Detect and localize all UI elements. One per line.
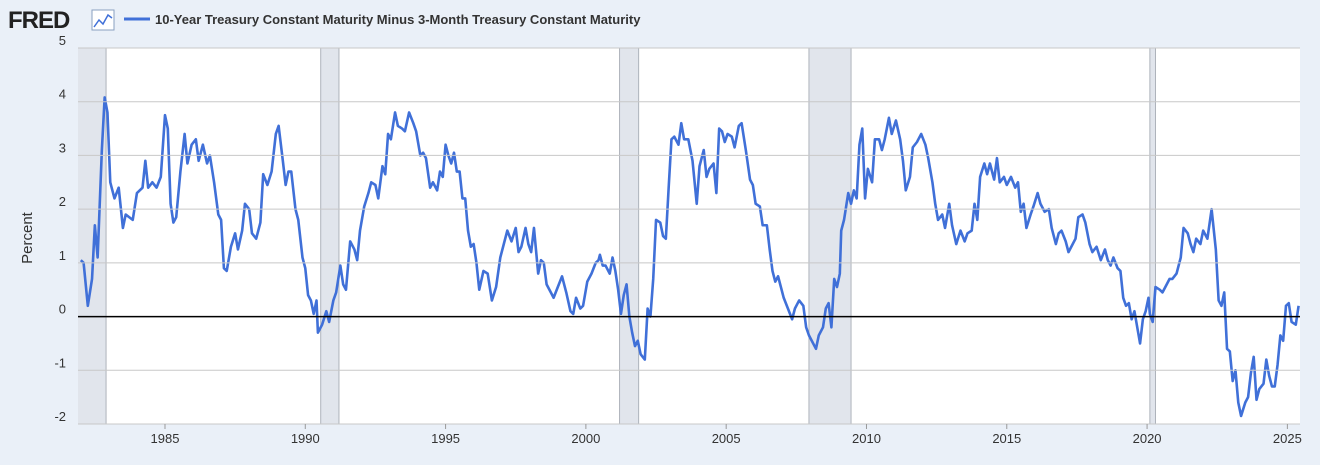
recession-shade [808, 48, 852, 424]
x-tick-label: 2025 [1273, 431, 1302, 446]
y-tick-label: 5 [59, 33, 66, 48]
legend-label: 10-Year Treasury Constant Maturity Minus… [155, 12, 641, 27]
x-tick-label: 2010 [852, 431, 881, 446]
logo-icon [91, 9, 115, 31]
y-tick-label: 3 [59, 140, 66, 155]
recession-shade [320, 48, 340, 424]
y-tick-label: 2 [59, 194, 66, 209]
y-tick-label: -1 [54, 355, 66, 370]
logo[interactable]: FRED [8, 7, 71, 34]
x-tick-label: 2000 [571, 431, 600, 446]
x-tick-label: 1985 [151, 431, 180, 446]
y-tick-label: -2 [54, 409, 66, 424]
x-tick-label: 2020 [1133, 431, 1162, 446]
y-axis-label: Percent [19, 211, 36, 264]
y-tick-label: 0 [59, 302, 66, 317]
plot-clip-group [78, 48, 1300, 424]
y-tick-label: 1 [59, 248, 66, 263]
x-tick-label: 1995 [431, 431, 460, 446]
y-tick-label: 4 [59, 87, 66, 102]
x-tick-label: 1990 [291, 431, 320, 446]
x-tick-label: 2015 [992, 431, 1021, 446]
x-tick-label: 2005 [712, 431, 741, 446]
data-line [79, 96, 1300, 418]
recession-shade [78, 48, 107, 424]
plot-area [78, 48, 1300, 424]
recession-shade [619, 48, 640, 424]
recession-shade [1149, 48, 1156, 424]
